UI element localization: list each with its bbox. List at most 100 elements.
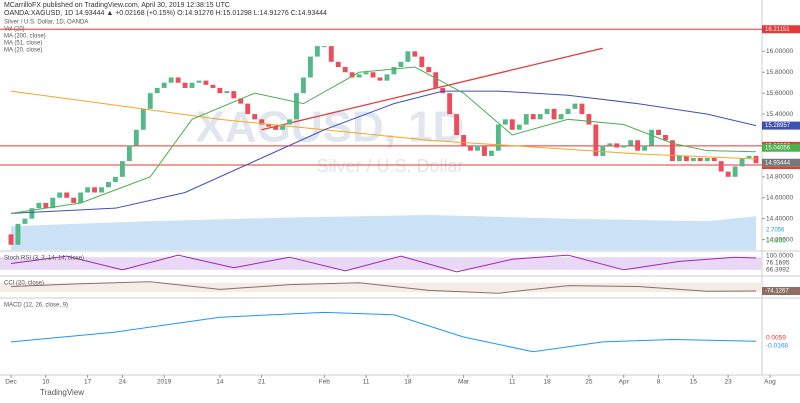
candle: [683, 155, 689, 162]
x-tick-label: 8: [657, 379, 661, 386]
candle: [676, 155, 682, 162]
volume-area: [11, 215, 756, 250]
y-tick-label: 14.80000: [766, 174, 793, 181]
candle: [753, 155, 759, 164]
candle: [488, 150, 494, 156]
candle: [447, 93, 453, 115]
candle: [732, 166, 738, 177]
legend: MA (20, close): [4, 48, 42, 54]
candle: [635, 140, 641, 151]
y-tick-label: 15.40000: [766, 111, 793, 118]
candle: [238, 98, 244, 104]
x-tick-label: 2019: [157, 379, 172, 386]
candle: [273, 126, 279, 130]
tag: 16.21151: [765, 27, 790, 33]
candle: [663, 135, 668, 141]
y-tick-label: 14.40000: [766, 215, 793, 222]
candle: [600, 145, 606, 156]
band: [0, 257, 762, 270]
candle: [391, 67, 397, 75]
candle: [565, 108, 571, 115]
candle: [502, 119, 508, 125]
candle: [64, 192, 70, 198]
candle: [509, 119, 515, 130]
tag-bg: [762, 25, 800, 34]
tag: 76.1695: [766, 260, 790, 267]
candle: [245, 103, 251, 115]
ma-line: [10, 66, 757, 214]
candle: [433, 72, 439, 88]
x-tick-label: 23: [725, 379, 733, 386]
candle: [161, 82, 167, 88]
candle: [287, 119, 292, 125]
x-tick-label: 15: [690, 379, 698, 386]
tag: 0.0059: [766, 335, 786, 342]
candle: [697, 158, 703, 162]
candle: [495, 124, 501, 151]
candle: [182, 82, 188, 88]
watermark: Silver / U.S. Dollar: [316, 156, 463, 176]
band: [0, 282, 762, 293]
candle: [614, 143, 620, 148]
candle: [370, 72, 376, 78]
tag: 14.93444: [765, 160, 791, 166]
tag: 2.7056: [766, 228, 785, 234]
symbol: OANDA:XAGUSD, 1D 14.93444 ▲ +0.02168 (+0…: [4, 10, 327, 17]
tag: -0.0168: [766, 343, 788, 350]
candle: [718, 161, 724, 172]
candle: [530, 114, 536, 120]
x-tick-label: Mar: [458, 379, 470, 386]
candle: [119, 161, 125, 177]
candle: [523, 114, 529, 125]
candle: [419, 56, 425, 68]
tag-bg: [762, 143, 800, 152]
candle: [440, 87, 446, 94]
candle: [175, 77, 181, 83]
y-tick-label: 14.60000: [766, 194, 793, 201]
x-tick-label: 14: [216, 379, 224, 386]
x-tick-label: Feb: [319, 379, 331, 386]
candle: [586, 114, 592, 125]
tag: 15.28957: [765, 123, 791, 129]
candle: [210, 84, 216, 88]
x-tick-label: 21: [258, 379, 266, 386]
x-tick-label: 11: [363, 379, 370, 386]
candle: [405, 51, 411, 62]
tag: 100.0000: [766, 253, 793, 260]
candle: [516, 124, 522, 130]
panel-title: Stoch RSI (3, 3, 14, 14, close): [4, 256, 84, 262]
candle: [670, 140, 675, 162]
footer: TradingView: [40, 388, 84, 397]
tag: 15.04056: [765, 145, 791, 151]
candle: [384, 74, 390, 81]
candle: [349, 72, 355, 78]
candle: [579, 103, 585, 115]
ma-line: [10, 90, 757, 160]
candle: [15, 223, 21, 245]
candle: [704, 158, 710, 162]
candle: [196, 80, 202, 83]
candle: [482, 145, 487, 156]
candle: [398, 61, 404, 68]
cci-line: [10, 281, 757, 294]
candle: [8, 234, 14, 245]
candle: [454, 114, 460, 135]
candle: [356, 74, 362, 78]
candle: [106, 182, 111, 188]
candle: [300, 77, 306, 94]
candle: [572, 103, 578, 109]
y-tick-label: 14.20000: [766, 236, 793, 243]
x-tick-label: Apr: [619, 379, 630, 386]
candle: [739, 158, 745, 167]
candle: [607, 143, 613, 146]
x-tick-label: 25: [585, 379, 593, 386]
candle: [133, 129, 139, 146]
candle: [328, 46, 334, 62]
candle: [203, 80, 209, 85]
candle: [537, 114, 543, 120]
candle: [217, 87, 223, 94]
x-tick-label: 10: [42, 379, 50, 386]
candle: [335, 61, 341, 68]
